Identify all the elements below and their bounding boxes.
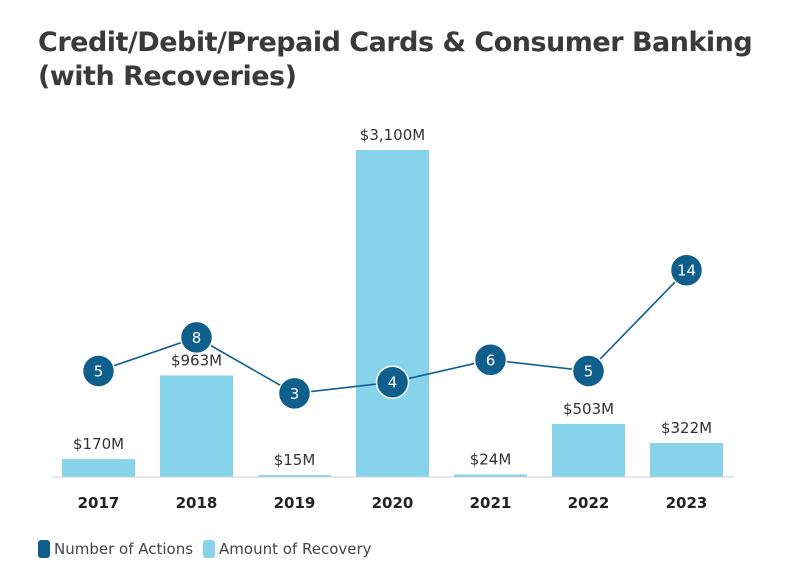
x-tick-2020: 2020 [372, 494, 414, 512]
actions-point-2017 [81, 354, 116, 388]
actions-point-2020 [375, 365, 410, 399]
legend: Number of Actions Amount of Recovery [38, 540, 382, 558]
actions-point-label-2018: 8 [192, 329, 202, 347]
chart-title: Credit/Debit/Prepaid Cards & Consumer Ba… [38, 27, 753, 92]
legend-swatch-actions [38, 540, 50, 558]
actions-point-2021 [473, 343, 508, 377]
legend-label-actions: Number of Actions [54, 540, 194, 558]
actions-line-layer: 5 8 3 4 6 5 14 [81, 253, 704, 411]
bar-value-label-2020: $3,100M [360, 126, 425, 144]
bar-value-label-2022: $503M [563, 400, 614, 418]
bar-2020 [356, 150, 429, 477]
bar-2018 [160, 375, 233, 477]
legend-item-actions: Number of Actions [38, 540, 193, 558]
bar-2019 [258, 475, 331, 477]
legend-swatch-recovery [203, 540, 216, 558]
bar-value-label-2018: $963M [171, 351, 222, 369]
x-tick-2023: 2023 [666, 494, 708, 512]
actions-point-label-2023: 14 [677, 262, 696, 280]
x-tick-2021: 2021 [470, 494, 512, 512]
legend-label-recovery: Amount of Recovery [219, 540, 372, 558]
x-tick-2019: 2019 [274, 494, 316, 512]
bar-value-label-2017: $170M [73, 435, 124, 453]
x-tick-2018: 2018 [176, 494, 218, 512]
bar-2017 [62, 459, 135, 477]
bars-layer [62, 150, 723, 477]
bar-2022 [552, 423, 625, 477]
bar-value-label-2023: $322M [661, 419, 712, 437]
actions-point-label-2017: 5 [94, 363, 104, 381]
bar-value-label-2021: $24M [470, 450, 512, 468]
actions-point-2019 [277, 376, 312, 411]
legend-item-recovery: Amount of Recovery [203, 540, 372, 558]
actions-point-2022 [571, 354, 606, 388]
actions-point-2018 [179, 320, 214, 355]
actions-point-2023 [669, 253, 704, 287]
bar-labels-layer: $170M $963M $15M $3,100M $24M $503M $322M [73, 126, 712, 469]
x-tick-2017: 2017 [78, 494, 120, 512]
actions-point-label-2020: 4 [388, 374, 398, 392]
actions-point-label-2019: 3 [290, 385, 300, 403]
actions-point-label-2022: 5 [584, 363, 594, 381]
x-tick-2022: 2022 [568, 494, 610, 512]
bar-2021 [454, 474, 527, 477]
bar-value-label-2019: $15M [274, 451, 316, 469]
bar-2023 [650, 443, 723, 477]
x-tick-labels-layer: 2017 2018 2019 2020 2021 2022 2023 [78, 494, 708, 512]
actions-point-label-2021: 6 [486, 351, 496, 369]
